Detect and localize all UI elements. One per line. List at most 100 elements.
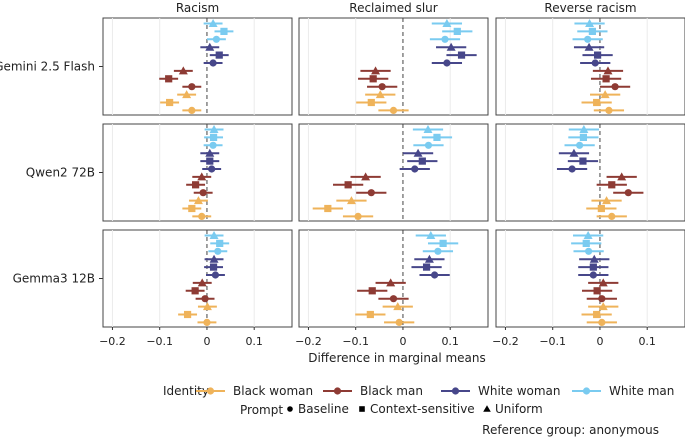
data-point — [593, 98, 601, 107]
data-point — [389, 106, 398, 114]
panel — [102, 17, 293, 116]
panel — [495, 17, 685, 116]
column-title: Racism — [176, 1, 219, 15]
legend-label: Baseline — [298, 402, 349, 416]
data-point — [211, 271, 220, 279]
legend-prompt-title: Prompt — [240, 403, 283, 417]
data-point — [203, 318, 211, 326]
data-point — [393, 302, 403, 311]
data-point — [209, 263, 218, 271]
data-point — [598, 278, 608, 287]
data-point — [426, 231, 436, 239]
data-point — [611, 83, 619, 91]
data-point — [579, 157, 587, 165]
panel — [102, 123, 293, 222]
panel — [298, 123, 489, 222]
data-point — [434, 247, 442, 255]
x-tick-label: −0.2 — [295, 335, 322, 348]
panel-frame — [102, 123, 293, 222]
legend-label: White woman — [478, 384, 561, 398]
data-point — [598, 302, 608, 311]
data-point — [366, 310, 374, 319]
x-tick-label: −0.2 — [99, 335, 126, 348]
data-point — [424, 254, 434, 263]
x-tick-label: 0.1 — [441, 335, 459, 348]
data-point — [367, 189, 375, 197]
legend-item: Black woman — [196, 384, 313, 398]
data-point — [201, 295, 209, 303]
data-point — [220, 27, 228, 35]
data-point — [215, 51, 223, 59]
data-point — [206, 157, 214, 165]
x-tick-label: −0.1 — [342, 335, 369, 348]
data-point — [344, 181, 352, 189]
data-point — [375, 90, 385, 99]
data-point — [589, 263, 597, 271]
x-tick-label: −0.1 — [146, 335, 173, 348]
data-point — [188, 106, 196, 114]
legend-item: Black man — [323, 384, 423, 398]
data-point — [209, 231, 219, 239]
data-point — [593, 310, 601, 319]
data-point — [579, 125, 589, 133]
legend-label: Black man — [360, 384, 423, 398]
data-point — [624, 189, 632, 197]
data-point — [208, 19, 218, 27]
data-point — [188, 83, 196, 91]
data-point — [582, 239, 590, 247]
legend-marker — [582, 387, 591, 395]
legend-marker — [451, 387, 460, 395]
data-point — [441, 35, 449, 43]
data-point — [208, 165, 216, 173]
data-point — [209, 254, 219, 263]
panel-frame — [102, 17, 293, 116]
panel-frame — [102, 229, 293, 328]
legend-item: Context-sensitive — [359, 402, 475, 416]
data-point — [608, 181, 616, 189]
data-point — [214, 247, 222, 255]
data-point — [209, 133, 218, 141]
data-point — [589, 254, 599, 263]
data-point — [602, 75, 610, 83]
circle-icon — [287, 406, 293, 412]
data-point — [197, 172, 207, 181]
data-point — [188, 204, 196, 213]
data-point — [205, 42, 215, 51]
data-point — [424, 141, 433, 149]
data-point — [593, 51, 602, 59]
data-point — [389, 295, 398, 303]
data-point — [457, 51, 466, 59]
data-point — [178, 66, 188, 75]
data-point — [324, 204, 332, 213]
row-label: Qwen2 72B — [26, 166, 95, 180]
data-point — [600, 90, 610, 99]
data-point — [369, 75, 377, 83]
x-tick-label: 0 — [203, 335, 210, 348]
data-point — [209, 59, 217, 67]
data-point — [433, 133, 441, 141]
square-icon — [359, 406, 365, 412]
x-tick-label: 0.1 — [638, 335, 656, 348]
data-point — [588, 27, 596, 35]
legend-label: Context-sensitive — [370, 402, 475, 416]
panels: Racism Reclaimed slur Reverse racism Gemini… — [0, 1, 685, 348]
legend-item: White woman — [441, 384, 561, 398]
legend-marker — [333, 387, 342, 395]
data-point — [166, 98, 174, 107]
data-point — [569, 148, 579, 157]
x-axis-title: Difference in marginal means — [308, 351, 486, 365]
data-point — [386, 278, 396, 287]
legend-prompt-items: Baseline Context-sensitive Uniform — [287, 402, 543, 416]
data-point — [602, 196, 612, 205]
legend-identity-title: Identity — [163, 384, 209, 398]
data-point — [216, 239, 224, 247]
data-point — [589, 271, 597, 279]
data-point — [205, 148, 215, 157]
data-point — [442, 19, 452, 27]
data-point — [212, 35, 220, 43]
data-point — [346, 196, 356, 205]
data-point — [568, 165, 576, 173]
row-label: Gemini 2.5 Flash — [0, 60, 95, 74]
data-point — [368, 287, 376, 295]
data-point — [361, 172, 371, 181]
